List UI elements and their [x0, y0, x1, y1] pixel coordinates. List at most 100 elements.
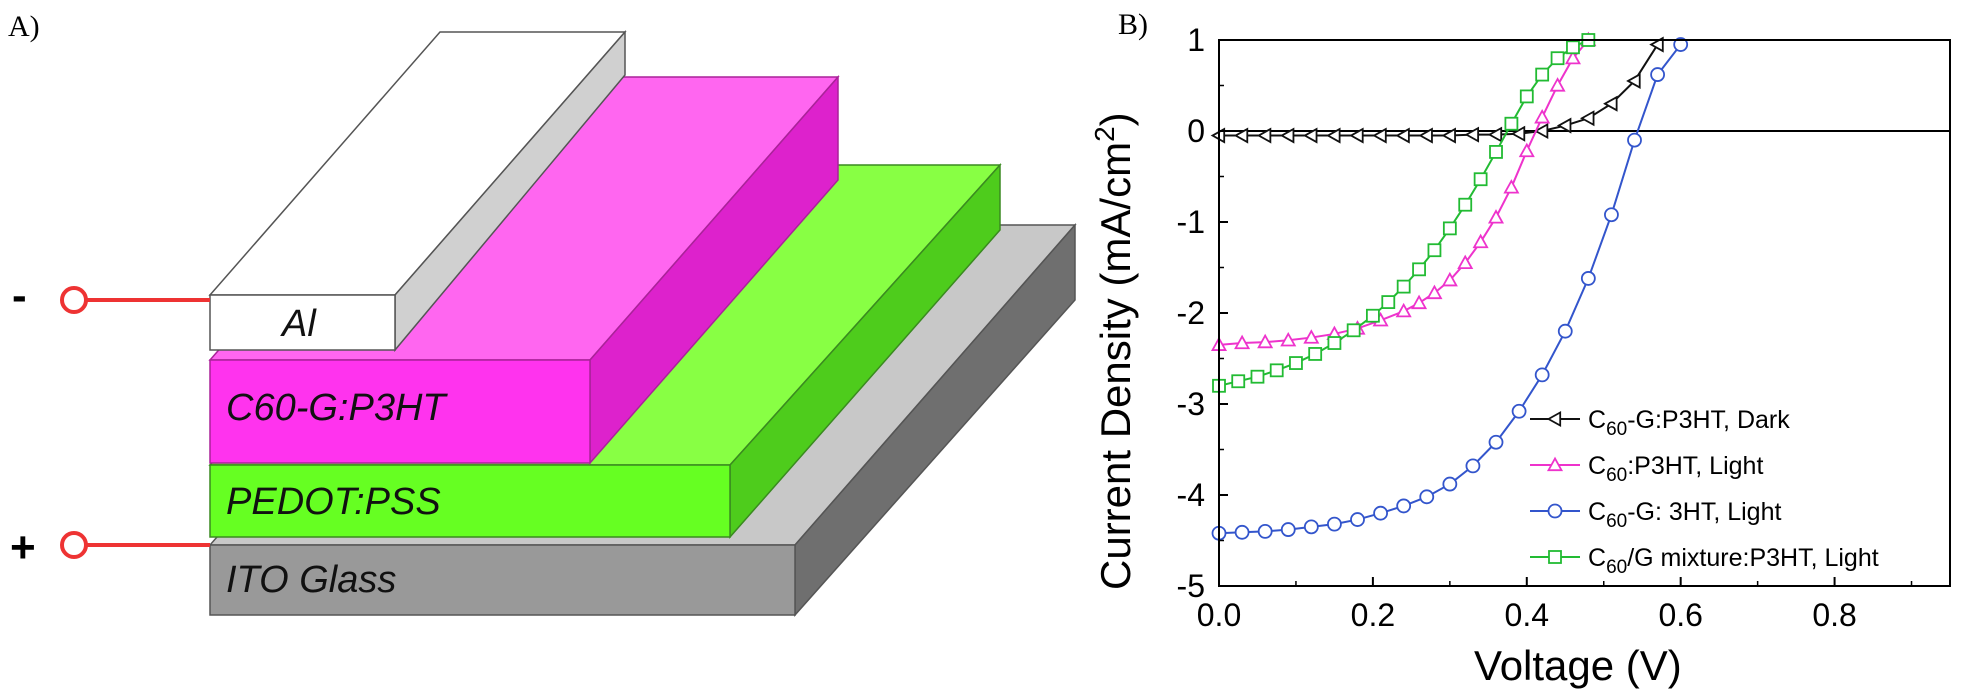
legend-item: C60:P3HT, Light — [1530, 452, 1763, 486]
negative-terminal: - — [12, 271, 210, 320]
data-point — [1534, 108, 1551, 124]
data-point — [1441, 127, 1456, 144]
y-tick-label: -2 — [1177, 295, 1205, 331]
data-point — [1412, 262, 1426, 277]
data-point — [1269, 363, 1284, 378]
panel-a: A) ITO Glass PEDOT:PSS C60-G:P3HT — [8, 10, 1077, 617]
data-point — [1473, 172, 1488, 187]
chart-ticks-group: 0.0 0.2 0.4 0.6 0.8 1 0 -1 -2 -3 -4 -5 — [1177, 22, 1913, 633]
data-point — [1504, 116, 1519, 131]
data-point — [1511, 403, 1527, 419]
y-axis-title-sup: 2 — [1089, 126, 1120, 142]
al-front-face — [209, 294, 396, 351]
data-point — [1234, 524, 1250, 540]
data-point — [1533, 122, 1549, 140]
data-point — [1489, 145, 1503, 159]
y-tick-label: 1 — [1187, 22, 1205, 58]
series-3 — [1211, 37, 1689, 541]
data-point — [1458, 197, 1473, 212]
x-axis-title: Voltage (V) — [1474, 642, 1682, 689]
data-point — [1550, 51, 1565, 66]
data-point — [1418, 127, 1433, 144]
data-point — [1346, 323, 1361, 338]
data-point — [1627, 132, 1642, 148]
legend-marker — [1546, 410, 1562, 428]
x-tick-label: 0.2 — [1351, 597, 1395, 633]
data-point — [1373, 505, 1388, 521]
plot-frame — [1218, 39, 1951, 587]
data-point — [1327, 336, 1342, 350]
legend-label: C60/G mixture:P3HT, Light — [1588, 544, 1879, 578]
data-point — [1396, 498, 1412, 514]
legend-label: C60:P3HT, Light — [1588, 452, 1763, 486]
data-point — [1549, 77, 1566, 92]
series-line — [1218, 43, 1682, 535]
panel-b-label: B) — [1118, 8, 1148, 41]
data-point — [1327, 516, 1342, 532]
data-point — [1472, 233, 1489, 249]
data-point — [1350, 512, 1365, 527]
data-point — [1673, 37, 1689, 52]
legend-marker — [1547, 503, 1563, 519]
data-point — [1419, 489, 1435, 505]
series-line — [1218, 39, 1590, 346]
legend-item: C60/G mixture:P3HT, Light — [1530, 544, 1879, 578]
x-tick-label: 0.4 — [1505, 597, 1549, 633]
y-tick-label: 0 — [1187, 113, 1205, 149]
legend-item: C60-G: 3HT, Light — [1530, 498, 1781, 532]
y-tick-label: -1 — [1177, 204, 1205, 240]
active-layer-front-face — [209, 359, 591, 464]
al-label: Al — [280, 303, 317, 345]
data-point — [1557, 323, 1573, 339]
data-point — [1256, 127, 1272, 144]
series-1 — [1210, 36, 1664, 144]
legend-marker — [1548, 550, 1562, 564]
y-tick-label: -4 — [1177, 477, 1205, 513]
data-point — [1381, 295, 1396, 309]
data-point — [1233, 127, 1249, 144]
active-layer-label: C60-G:P3HT — [226, 387, 448, 429]
legend-label: C60-G: 3HT, Light — [1588, 498, 1781, 532]
data-point — [1289, 356, 1303, 370]
data-point — [1365, 308, 1380, 323]
data-point — [1465, 458, 1481, 474]
data-point — [1650, 67, 1665, 82]
data-point — [1302, 127, 1318, 144]
data-point — [1566, 40, 1580, 55]
data-point — [1303, 329, 1320, 344]
negative-terminal-circle — [60, 286, 88, 314]
y-axis-title-main: Current Density (mA/cm — [1092, 142, 1139, 590]
data-point — [1510, 125, 1526, 142]
data-point — [1457, 254, 1474, 270]
data-point — [1308, 347, 1323, 361]
data-point — [1231, 374, 1246, 389]
data-point — [1280, 522, 1296, 537]
plus-sign: + — [10, 523, 36, 572]
y-axis-title-end: ) — [1092, 112, 1139, 126]
minus-sign: - — [12, 271, 27, 320]
data-point — [1257, 524, 1273, 539]
series-4 — [1212, 33, 1596, 393]
data-point — [1626, 72, 1641, 89]
panel-a-label: A) — [8, 10, 40, 43]
data-point — [1488, 434, 1504, 450]
data-point — [1519, 89, 1534, 104]
data-point — [1349, 127, 1364, 144]
data-point — [1442, 221, 1457, 236]
data-point — [1535, 67, 1550, 82]
ito-glass-front-face — [209, 544, 796, 616]
legend-label: C60-G:P3HT, Dark — [1588, 406, 1790, 440]
chart-series-group — [1210, 31, 1689, 541]
data-point — [1372, 127, 1387, 144]
data-point — [1395, 127, 1410, 144]
y-tick-label: -3 — [1177, 386, 1205, 422]
data-point — [1464, 126, 1480, 143]
data-point — [1326, 127, 1341, 144]
data-point — [1534, 367, 1550, 383]
ito-glass-label: ITO Glass — [226, 559, 396, 601]
data-point — [1280, 331, 1297, 347]
data-point — [1604, 207, 1619, 223]
pedot-pss-front-face — [209, 464, 731, 538]
y-tick-label: -5 — [1177, 568, 1205, 604]
data-point — [1518, 142, 1535, 158]
